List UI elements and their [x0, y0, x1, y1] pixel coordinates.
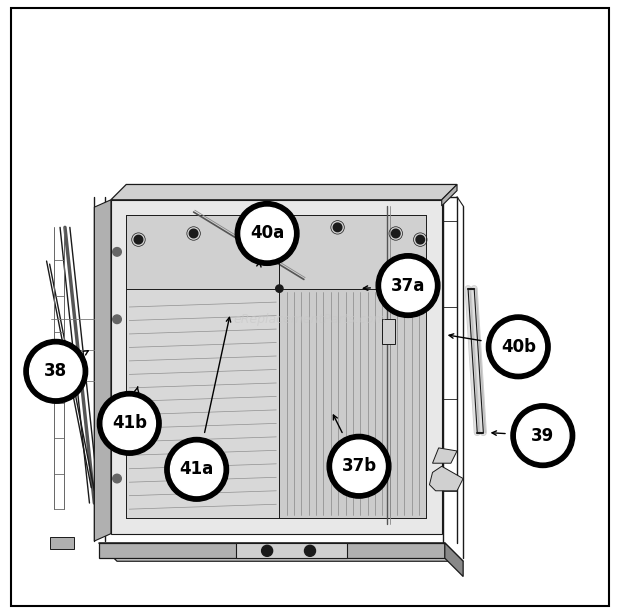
- Text: 41b: 41b: [112, 414, 147, 432]
- Circle shape: [487, 315, 550, 379]
- Text: eReplacementParts.com: eReplacementParts.com: [234, 313, 386, 326]
- Circle shape: [516, 410, 569, 462]
- Polygon shape: [441, 184, 457, 206]
- Text: 37b: 37b: [342, 457, 376, 475]
- Circle shape: [263, 223, 272, 231]
- Circle shape: [327, 435, 391, 498]
- Circle shape: [170, 443, 223, 495]
- Polygon shape: [236, 543, 347, 558]
- Polygon shape: [433, 448, 457, 463]
- Circle shape: [189, 229, 198, 238]
- Polygon shape: [445, 543, 463, 577]
- Circle shape: [113, 247, 122, 256]
- Polygon shape: [111, 184, 457, 200]
- Text: 38: 38: [44, 362, 68, 380]
- Polygon shape: [111, 200, 441, 534]
- Circle shape: [334, 223, 342, 231]
- Polygon shape: [430, 466, 463, 491]
- Circle shape: [416, 235, 425, 244]
- Circle shape: [113, 395, 122, 403]
- Polygon shape: [280, 289, 427, 518]
- Circle shape: [113, 315, 122, 324]
- Circle shape: [134, 235, 143, 244]
- Polygon shape: [94, 200, 111, 541]
- Text: 40b: 40b: [501, 338, 536, 356]
- Circle shape: [103, 397, 156, 449]
- Text: 39: 39: [531, 427, 554, 445]
- Polygon shape: [99, 543, 445, 558]
- Circle shape: [276, 285, 283, 292]
- Circle shape: [165, 438, 229, 501]
- Circle shape: [97, 392, 161, 455]
- Circle shape: [113, 474, 122, 483]
- Circle shape: [333, 440, 385, 492]
- Polygon shape: [126, 289, 280, 518]
- Circle shape: [304, 545, 316, 556]
- Circle shape: [511, 404, 575, 467]
- Circle shape: [24, 340, 87, 403]
- Circle shape: [492, 321, 544, 373]
- Polygon shape: [99, 543, 463, 561]
- Circle shape: [376, 254, 440, 317]
- Circle shape: [235, 201, 299, 265]
- Text: 37a: 37a: [391, 276, 425, 295]
- Polygon shape: [383, 319, 394, 344]
- Text: 41a: 41a: [180, 460, 214, 478]
- Polygon shape: [126, 215, 427, 289]
- Circle shape: [391, 229, 400, 238]
- Circle shape: [382, 260, 434, 312]
- Text: 40a: 40a: [250, 225, 284, 243]
- Polygon shape: [50, 537, 74, 549]
- Circle shape: [30, 345, 82, 397]
- Circle shape: [241, 208, 293, 260]
- Circle shape: [262, 545, 273, 556]
